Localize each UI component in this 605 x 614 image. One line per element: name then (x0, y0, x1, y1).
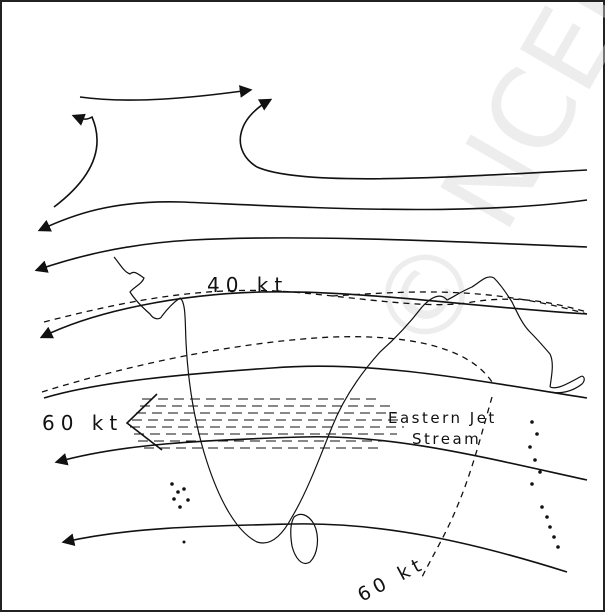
jet-stream-core (125, 393, 404, 451)
isotach-40-upper (43, 289, 588, 323)
stream-top-arrow (79, 85, 253, 101)
label-60-kt-left: 60 kt (42, 411, 123, 435)
stream-left-curl (53, 113, 98, 208)
isotach-60-dashed (421, 396, 493, 578)
svg-text:© NCERT not to be republished: © NCERT not to be republished (344, 2, 605, 375)
label-60-kt-bottom: 60 kt (354, 552, 429, 606)
label-40-kt: 40 kt (207, 273, 288, 297)
myanmar-coastline (549, 375, 585, 394)
islands (170, 420, 560, 549)
isotach-40-right (331, 291, 588, 315)
watermark: © NCERT not to be republished (344, 2, 605, 375)
stream-line-2 (34, 237, 588, 273)
india-coastline (113, 256, 553, 544)
jet-arrowhead (125, 393, 163, 451)
stream-line-1 (37, 199, 588, 232)
stream-line-4 (43, 365, 588, 399)
label-eastern-jet: Eastern Jet (388, 409, 497, 427)
stream-line-3 (39, 291, 588, 339)
label-stream: Stream (412, 430, 481, 448)
jet-hatching (130, 398, 404, 449)
sri-lanka-outline (290, 513, 319, 564)
stream-right-curl (239, 98, 588, 180)
stream-line-5 (54, 435, 588, 481)
stream-line-6 (61, 523, 568, 573)
isotach-40-lower (41, 336, 493, 393)
